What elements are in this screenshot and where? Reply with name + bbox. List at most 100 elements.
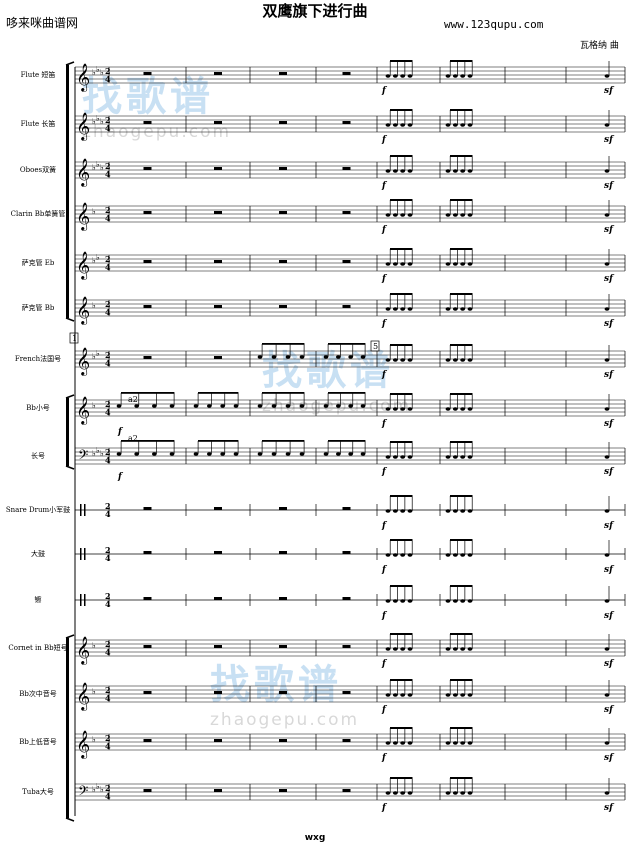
rest — [342, 645, 351, 648]
rehearsal-mark-box — [69, 332, 79, 344]
instrument-label: Clarin Bb单簧管 — [10, 210, 66, 218]
notehead — [360, 404, 366, 408]
instrument-label: 镲 — [34, 596, 42, 604]
beam — [121, 440, 175, 442]
rest — [279, 211, 287, 214]
dynamic-marking: sf — [604, 135, 615, 145]
percussion-clef — [84, 594, 86, 606]
rest — [214, 739, 222, 742]
notehead — [299, 355, 305, 359]
beam — [450, 293, 473, 295]
rest — [342, 739, 351, 742]
bass-clef: 𝄢 — [78, 783, 88, 802]
notehead — [407, 509, 413, 513]
notehead — [460, 358, 466, 362]
notehead — [323, 404, 329, 408]
rehearsal-mark: 1 — [72, 334, 77, 343]
time-signature-bottom: 4 — [105, 647, 111, 657]
instrument-label: Cornet in Bb短号 — [8, 644, 68, 652]
notehead — [407, 74, 413, 78]
time-signature-bottom: 4 — [105, 509, 111, 519]
notehead — [257, 404, 263, 408]
percussion-clef — [84, 548, 86, 560]
a2-annotation: a2 — [128, 434, 138, 443]
notehead — [407, 693, 413, 697]
beam — [390, 633, 413, 635]
rest — [143, 645, 152, 648]
rest — [342, 305, 351, 308]
bass-clef: 𝄢 — [78, 447, 88, 466]
notehead — [445, 455, 451, 459]
notehead — [385, 693, 391, 697]
notehead — [392, 553, 398, 557]
notehead — [116, 452, 122, 456]
notehead — [604, 455, 610, 459]
rest — [143, 507, 152, 510]
notehead — [348, 452, 353, 456]
notehead — [220, 452, 225, 456]
time-signature-top: 2 — [105, 685, 111, 695]
instrument-label: Flute 短笛 — [20, 71, 56, 79]
instrument-label: 萨克管 Bb — [21, 304, 55, 312]
footer-credit: wxg — [304, 833, 326, 843]
beam — [450, 679, 473, 681]
notehead — [392, 74, 398, 78]
notehead — [467, 74, 473, 78]
notehead — [400, 262, 406, 266]
rest — [279, 645, 287, 648]
notehead — [467, 262, 473, 266]
notehead — [407, 455, 413, 459]
notehead — [407, 213, 413, 217]
rest — [279, 551, 287, 554]
treble-clef: 𝄞 — [76, 63, 90, 92]
rest — [342, 167, 351, 170]
flat-sign: ♭ — [92, 785, 96, 794]
treble-clef: 𝄞 — [76, 158, 90, 187]
rest — [279, 597, 287, 600]
notehead — [385, 213, 391, 217]
notehead — [400, 123, 406, 127]
notehead — [299, 404, 305, 408]
beam — [328, 392, 366, 394]
dynamic-marking: f — [381, 181, 388, 191]
percussion-clef — [84, 504, 86, 516]
rest — [143, 305, 152, 308]
notehead — [460, 693, 466, 697]
dynamic-marking: sf — [604, 611, 615, 621]
woodwind-bracket-top — [65, 61, 75, 66]
flat-sign: ♭ — [96, 446, 100, 455]
notehead — [407, 647, 413, 651]
notehead — [460, 213, 466, 217]
notehead — [407, 262, 413, 266]
notehead — [407, 553, 413, 557]
notehead — [169, 452, 175, 456]
beam — [450, 393, 473, 395]
a2-annotation: a2 — [128, 395, 138, 404]
notehead — [323, 355, 329, 359]
notehead — [452, 213, 458, 217]
notehead — [460, 74, 466, 78]
instrument-label: Oboes双簧 — [19, 166, 57, 174]
notehead — [460, 307, 466, 311]
time-signature-bottom: 4 — [105, 262, 111, 272]
composer-credit: 瓦格纳 曲 — [580, 41, 619, 51]
woodwind-bracket-bottom — [65, 317, 75, 322]
notehead — [400, 455, 406, 459]
notehead — [193, 452, 199, 456]
notehead — [400, 169, 406, 173]
notehead — [400, 407, 406, 411]
notehead — [452, 693, 458, 697]
notehead — [445, 647, 451, 651]
flat-sign: ♭ — [96, 349, 100, 358]
notehead — [385, 509, 391, 513]
time-signature-bottom: 4 — [105, 213, 111, 223]
time-signature-top: 2 — [105, 545, 111, 555]
notehead — [604, 307, 610, 311]
flat-sign: ♭ — [92, 687, 96, 696]
time-signature-top: 2 — [105, 350, 111, 360]
notehead — [445, 74, 451, 78]
dynamic-marking: sf — [604, 181, 615, 191]
notehead — [257, 355, 263, 359]
beam — [390, 199, 413, 201]
